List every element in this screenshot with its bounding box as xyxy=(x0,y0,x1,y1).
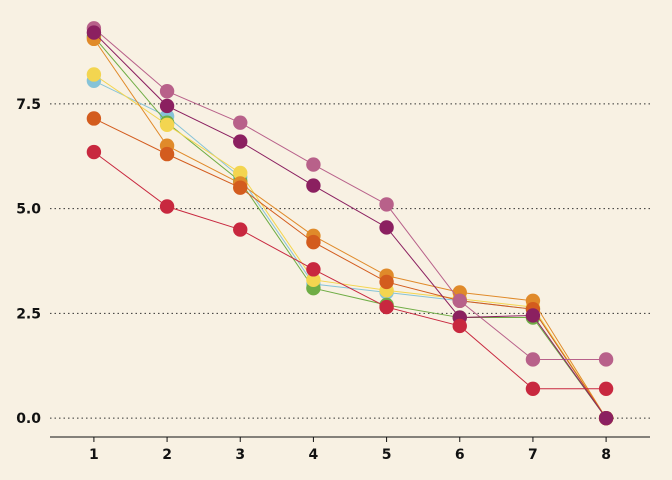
data-point xyxy=(598,352,614,367)
data-point xyxy=(233,165,248,181)
data-point xyxy=(306,262,321,277)
series-line xyxy=(93,32,607,419)
x-tick-label: 6 xyxy=(455,447,465,463)
series-line xyxy=(93,118,607,419)
data-point xyxy=(86,67,102,82)
data-point xyxy=(306,157,321,172)
data-point xyxy=(86,144,102,160)
series-line xyxy=(93,151,607,390)
series-line xyxy=(93,74,607,419)
data-point xyxy=(525,381,541,397)
x-tick-label: 2 xyxy=(162,447,172,463)
x-tick-label: 1 xyxy=(89,447,99,463)
data-point xyxy=(306,272,321,288)
data-point xyxy=(159,98,175,114)
data-point xyxy=(159,199,175,214)
x-tick-label: 4 xyxy=(309,447,319,463)
series-line xyxy=(93,28,607,360)
y-axis-ticks: 0.0 2.5 5.0 7.5 xyxy=(16,97,41,427)
data-point xyxy=(306,178,321,193)
data-point xyxy=(379,299,394,315)
data-point xyxy=(452,318,467,334)
data-point xyxy=(598,410,614,426)
data-point xyxy=(452,293,467,308)
series-8 xyxy=(86,144,614,397)
data-point xyxy=(159,146,175,162)
data-point xyxy=(86,111,102,126)
data-point xyxy=(233,134,248,149)
data-point xyxy=(379,197,394,212)
series-line xyxy=(93,80,607,419)
data-point xyxy=(159,117,175,132)
y-tick-label: 0.0 xyxy=(16,411,41,427)
series-group xyxy=(86,21,614,426)
x-tick-label: 3 xyxy=(235,447,245,463)
series-line xyxy=(93,38,607,419)
data-point xyxy=(233,180,248,195)
series-3 xyxy=(86,67,614,426)
data-point xyxy=(306,234,321,250)
series-5 xyxy=(86,111,614,426)
data-point xyxy=(598,381,614,397)
data-point xyxy=(233,222,248,237)
y-tick-label: 7.5 xyxy=(16,97,41,113)
data-point xyxy=(379,274,394,290)
grid-lines xyxy=(50,103,650,419)
x-tick-label: 7 xyxy=(528,447,538,463)
y-tick-label: 5.0 xyxy=(16,202,41,218)
data-point xyxy=(86,25,102,40)
x-tick-label: 8 xyxy=(601,447,611,463)
y-tick-label: 2.5 xyxy=(16,306,41,322)
data-point xyxy=(525,308,541,323)
data-point xyxy=(525,352,541,367)
data-point xyxy=(159,84,175,99)
data-point xyxy=(233,115,248,130)
x-tick-label: 5 xyxy=(382,447,392,463)
x-axis-ticks: 1 2 3 4 5 6 7 8 xyxy=(89,437,611,463)
data-point xyxy=(379,220,394,235)
series-6 xyxy=(86,21,614,367)
